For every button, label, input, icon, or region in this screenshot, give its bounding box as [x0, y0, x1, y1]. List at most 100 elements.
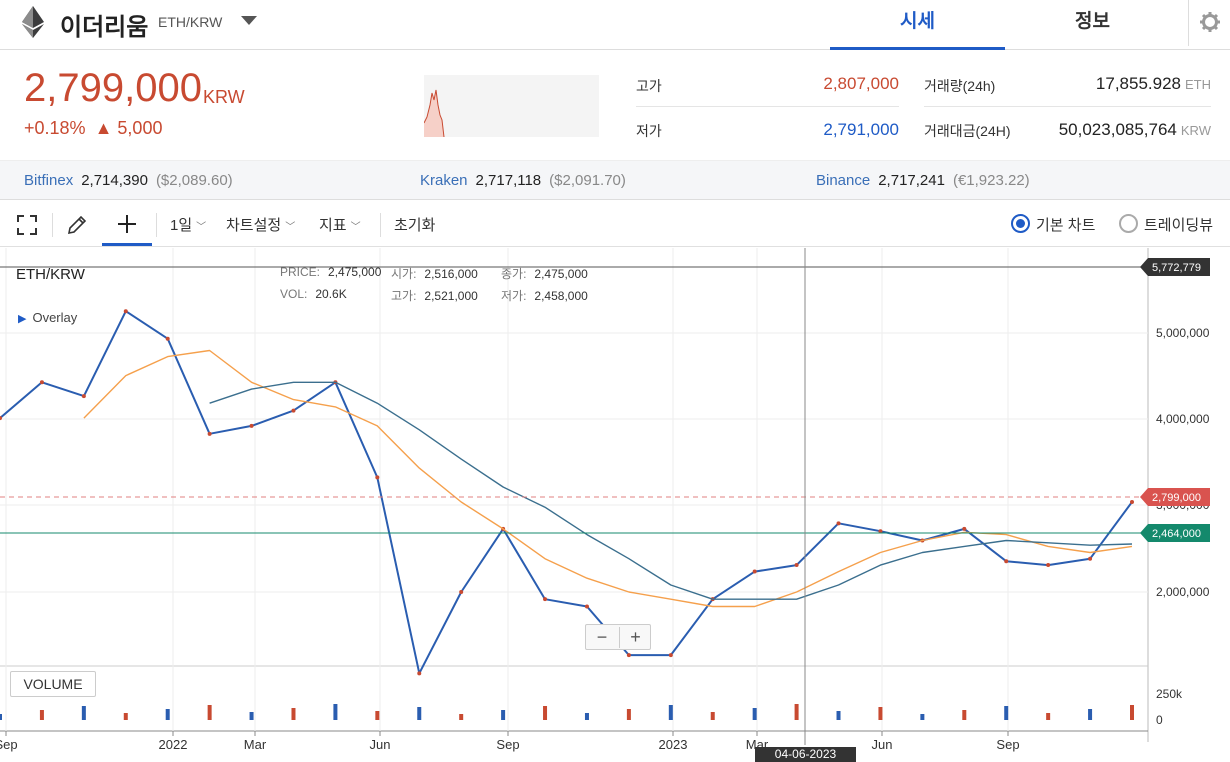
zoom-in-button[interactable]: +	[619, 627, 651, 648]
y-tick-label: 5,000,000	[1156, 326, 1210, 340]
y-tick-label: 4,000,000	[1156, 412, 1210, 426]
ohlc-vol-label: VOL:	[280, 287, 308, 301]
zoom-out-button[interactable]: −	[596, 627, 608, 647]
exchange-name[interactable]: Bitfinex	[24, 172, 74, 189]
volume-bar	[375, 711, 380, 720]
volume-bar	[417, 707, 422, 720]
chevron-down-icon: ﹀	[285, 222, 296, 233]
ohlc-low: 저가: 2,458,000	[501, 287, 588, 304]
top-header: 이더리움 ETH/KRW 시세 정보	[0, 0, 1230, 50]
ohlc-close-label: 종가:	[501, 267, 527, 281]
volume-tick-label: 250k	[1156, 687, 1183, 701]
ohlc-low-label: 저가:	[501, 289, 527, 303]
price-point	[626, 653, 631, 658]
basic-chart-label[interactable]: 기본 차트	[1036, 217, 1096, 234]
tab-info[interactable]: 정보	[1075, 11, 1110, 32]
amount24h-unit: KRW	[1180, 123, 1211, 138]
high-value: 2,807,000	[823, 74, 899, 93]
ohlc-price-value: 2,475,000	[328, 265, 382, 279]
overlay-toggle[interactable]: ▶ Overlay	[18, 310, 77, 325]
price-point	[375, 475, 380, 480]
chart-toolbar: 1일 ﹀ 차트설정 ﹀ 지표 ﹀ 초기화 기본 차트 트레이딩뷰	[0, 201, 1230, 247]
chart-settings-label: 차트설정	[226, 217, 282, 234]
radio-basic-chart[interactable]	[1011, 214, 1030, 233]
price-point	[668, 653, 673, 658]
volume-bar	[333, 704, 338, 720]
crosshair-tool[interactable]	[102, 201, 152, 246]
ohlc-low-value: 2,458,000	[534, 289, 588, 303]
x-tick-label: Sep	[996, 737, 1019, 752]
interval-label: 1일	[170, 217, 193, 234]
price-point	[878, 529, 883, 534]
price-point	[0, 416, 2, 421]
ohlc-high-value: 2,521,000	[424, 289, 478, 303]
price-point	[207, 431, 212, 436]
ohlc-open: 시가: 2,516,000	[391, 265, 478, 282]
x-tick-label: 2023	[659, 737, 688, 752]
exchange-price: 2,717,118	[475, 172, 542, 189]
price-tag	[1140, 487, 1210, 506]
price-point	[836, 521, 841, 526]
exchange-alt-price: ($2,089.60)	[155, 172, 233, 189]
x-tick-label: Sep	[496, 737, 519, 752]
volume-bar	[920, 714, 925, 720]
reset-button[interactable]: 초기화	[394, 217, 436, 234]
pair-dropdown-icon[interactable]	[241, 16, 257, 25]
volume24h: 17,855.928 ETH	[1010, 74, 1211, 94]
exchange-name[interactable]: Kraken	[420, 172, 468, 189]
volume-bar	[501, 710, 506, 720]
price-point	[249, 423, 254, 428]
overlay-label: Overlay	[32, 310, 78, 325]
price-point	[165, 336, 170, 341]
price-change: +0.18% ▲ 5,000	[24, 118, 162, 139]
amount24h-value: 50,023,085,764	[1058, 120, 1177, 139]
radio-tradingview[interactable]	[1119, 214, 1138, 233]
pencil-icon[interactable]	[66, 214, 88, 236]
low-label: 저가	[636, 123, 662, 139]
volume-bar	[165, 709, 170, 720]
volume-bar	[249, 712, 254, 720]
x-tick-label: Sep	[0, 737, 18, 752]
series-line-2	[209, 381, 1133, 600]
exchange-name[interactable]: Binance	[816, 172, 871, 189]
exchange-binance[interactable]: Binance 2,717,241 (€1,923.22)	[816, 172, 1030, 189]
y-tick-label: 2,000,000	[1156, 585, 1210, 599]
volume-bar	[710, 712, 715, 720]
tradingview-label[interactable]: 트레이딩뷰	[1144, 217, 1214, 234]
volume-bar	[626, 709, 631, 720]
ohlc-open-label: 시가:	[391, 267, 417, 281]
volume-bar	[1130, 705, 1134, 720]
price-point	[543, 597, 548, 602]
ohlc-vol: VOL: 20.6K	[280, 287, 347, 301]
ohlc-high: 고가: 2,521,000	[391, 287, 478, 304]
indicators-menu[interactable]: 지표 ﹀	[319, 214, 361, 235]
settings-button[interactable]	[1188, 0, 1230, 46]
chart-settings-menu[interactable]: 차트설정 ﹀	[226, 214, 295, 235]
ohlc-vol-value: 20.6K	[315, 287, 347, 301]
volume-bar	[207, 705, 212, 720]
price-point	[459, 590, 464, 594]
volume-button[interactable]: VOLUME	[10, 671, 96, 697]
volume-bar	[584, 713, 589, 720]
exchange-kraken[interactable]: Kraken 2,717,118 ($2,091.70)	[420, 172, 626, 189]
gear-icon	[1200, 12, 1220, 32]
fullscreen-icon[interactable]	[17, 215, 37, 235]
price-point	[752, 569, 757, 574]
exchange-bitfinex[interactable]: Bitfinex 2,714,390 ($2,089.60)	[24, 172, 233, 189]
volume-bar	[668, 705, 673, 720]
high-label: 고가	[636, 78, 662, 94]
volume-bar	[794, 704, 799, 720]
volume24h-label: 거래량(24h)	[924, 78, 996, 94]
crosshair-icon	[118, 215, 136, 233]
x-tick-label: Jun	[872, 737, 893, 752]
tab-price[interactable]: 시세	[830, 0, 1005, 50]
exchange-prices: Bitfinex 2,714,390 ($2,089.60) Kraken 2,717…	[0, 160, 1230, 200]
triangle-right-icon: ▶	[18, 313, 27, 325]
volume-bar	[836, 711, 841, 720]
interval-select[interactable]: 1일 ﹀	[170, 214, 206, 235]
volume-bar	[1046, 713, 1051, 720]
chevron-down-icon: ﹀	[196, 222, 207, 233]
low-value: 2,791,000	[823, 120, 899, 139]
ohlc-price: PRICE: 2,475,000	[280, 265, 381, 279]
price-chart[interactable]: 5,000,0004,000,0003,000,0002,000,000250k…	[0, 247, 1230, 762]
